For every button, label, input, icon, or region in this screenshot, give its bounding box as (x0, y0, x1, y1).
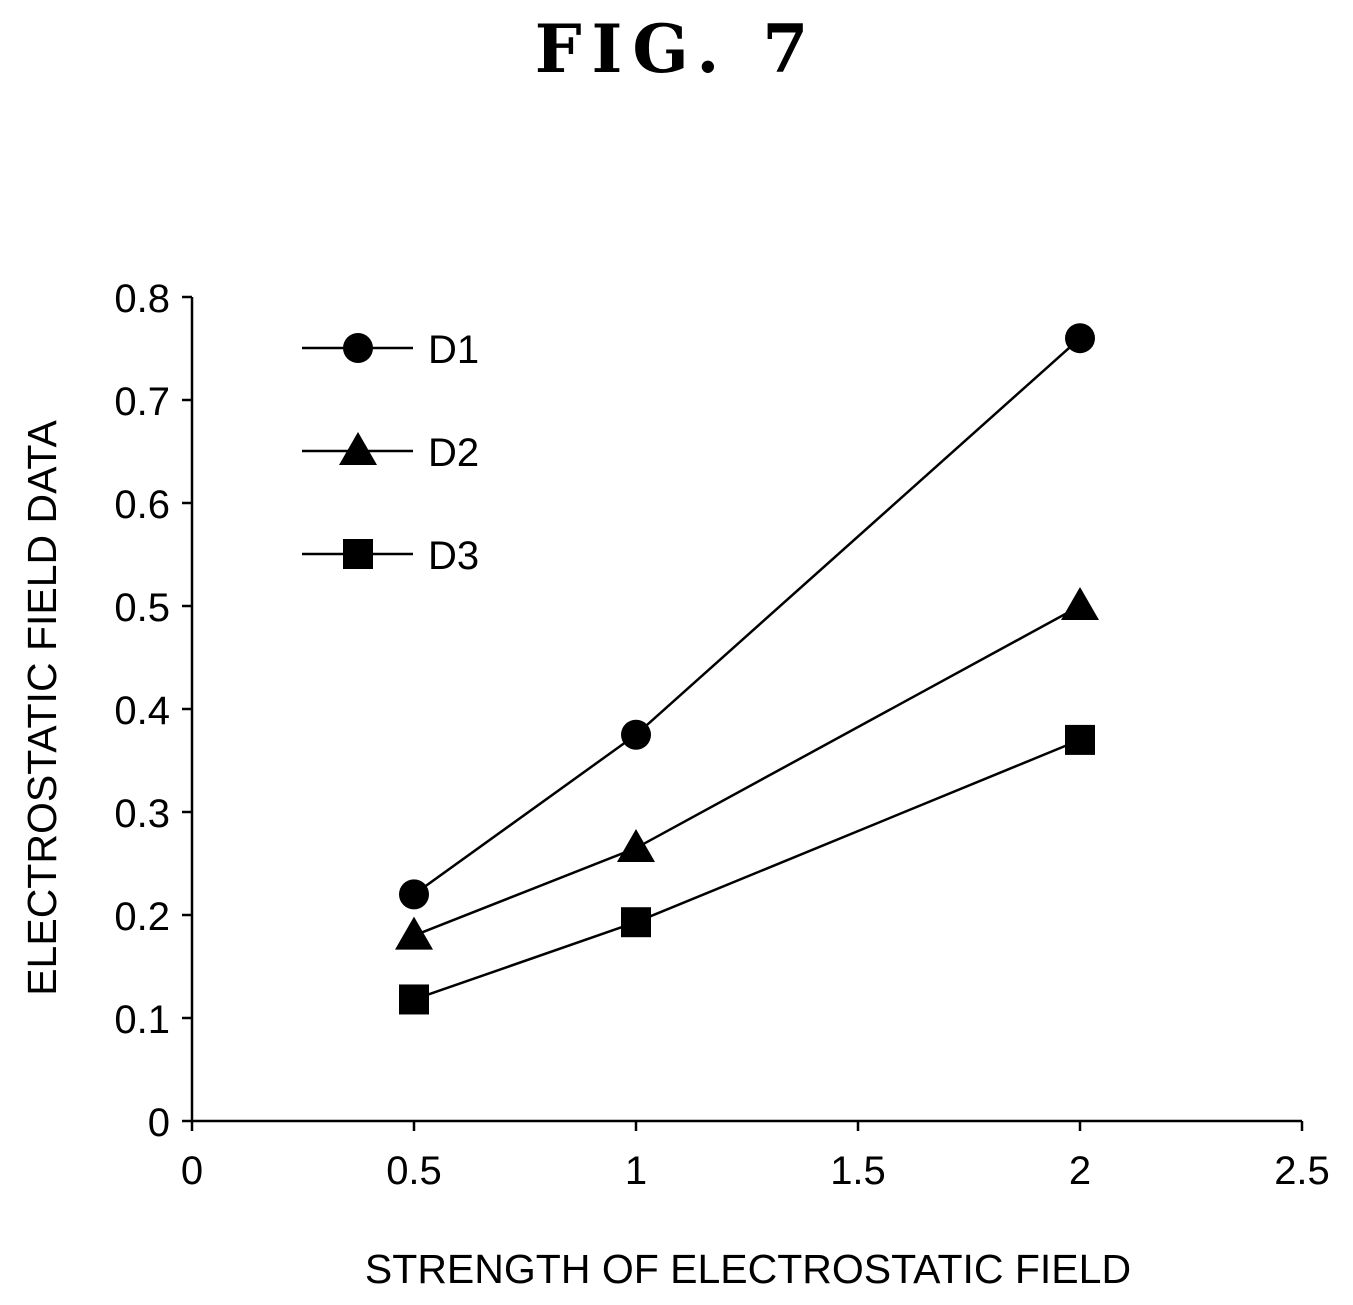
x-tick-label: 0 (181, 1149, 203, 1193)
y-tick-label: 0.5 (114, 586, 170, 630)
data-point-d1 (621, 719, 651, 750)
series-group (395, 323, 1099, 1015)
data-point-d3 (399, 984, 429, 1015)
series-line-d1 (413, 337, 1081, 896)
series-line-d3 (413, 738, 1081, 1001)
y-tick-label: 0 (148, 1101, 170, 1145)
y-tick-label: 0.7 (114, 380, 170, 424)
y-tick-label: 0.2 (114, 895, 170, 939)
y-tick-label: 0.4 (114, 689, 170, 733)
figure-title: FIG. 7 (534, 10, 819, 88)
x-tick-label: 2 (1069, 1149, 1091, 1193)
series-line-d2 (413, 604, 1081, 937)
legend: D1 D2 D3 (302, 328, 479, 578)
legend-marker-d3 (343, 539, 373, 569)
x-tick-label: 2.5 (1274, 1149, 1330, 1193)
data-point-d3 (621, 907, 651, 938)
data-point-d2 (395, 916, 433, 950)
data-point-d1 (399, 879, 429, 910)
x-tick-label: 0.5 (386, 1149, 442, 1193)
y-axis-title: ELECTROSTATIC FIELD DATA (19, 420, 65, 996)
legend-marker-d2 (339, 432, 377, 465)
axes: 0 0.1 0.2 0.3 0.4 0.5 0.6 0.7 0.8 0 0.5 1 1.5 2 2.5 (114, 277, 1329, 1193)
y-tick-label: 0.6 (114, 483, 170, 527)
x-tick-label: 1.5 (830, 1149, 886, 1193)
data-point-d1 (1065, 323, 1095, 354)
data-point-d3 (1065, 724, 1095, 755)
legend-label-d3: D3 (428, 534, 479, 578)
legend-label-d2: D2 (428, 431, 479, 475)
legend-marker-d1 (343, 333, 373, 363)
data-point-d2 (1061, 587, 1099, 620)
legend-label-d1: D1 (428, 328, 479, 372)
data-point-d2 (617, 829, 655, 863)
y-tick-label: 0.1 (114, 998, 170, 1042)
y-tick-label: 0.3 (114, 792, 170, 836)
x-axis-title: STRENGTH OF ELECTROSTATIC FIELD (365, 1246, 1131, 1292)
y-tick-label: 0.8 (114, 277, 170, 321)
x-tick-label: 1 (625, 1149, 647, 1193)
